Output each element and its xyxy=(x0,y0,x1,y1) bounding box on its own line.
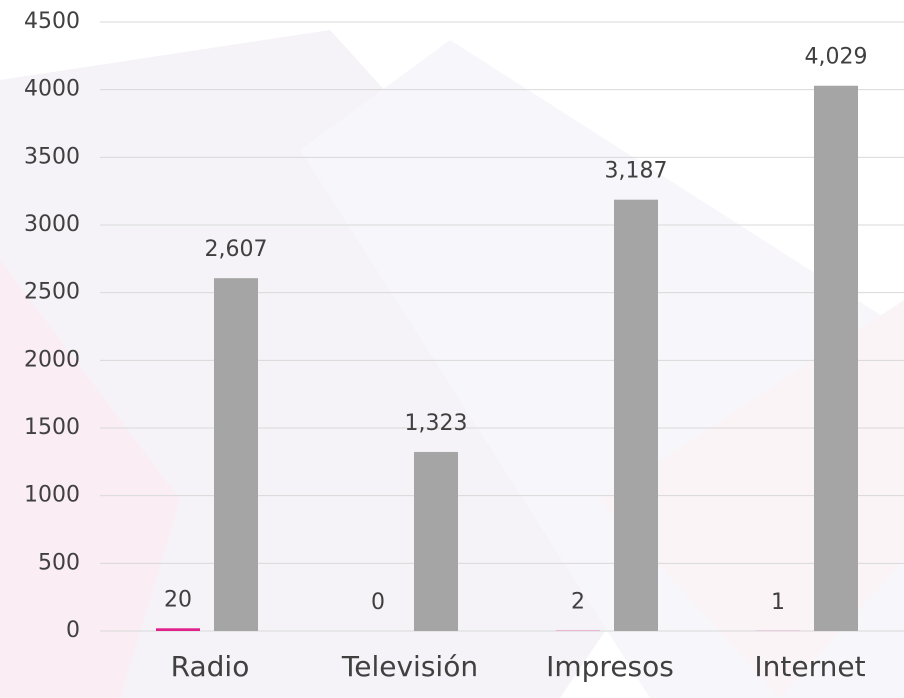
y-tick-label: 3500 xyxy=(24,144,80,169)
data-label: 1 xyxy=(771,590,785,615)
y-tick-label: 4000 xyxy=(24,77,80,102)
data-label: 20 xyxy=(164,587,192,612)
data-label: 0 xyxy=(371,590,385,615)
y-tick-label: 2500 xyxy=(24,280,80,305)
data-label: 1,323 xyxy=(405,411,468,436)
y-tick-label: 0 xyxy=(66,618,80,643)
y-tick-label: 500 xyxy=(38,550,80,575)
bar xyxy=(614,199,658,631)
data-label: 2,607 xyxy=(205,237,268,262)
x-tick-label: Televisión xyxy=(341,650,478,683)
y-tick-label: 3000 xyxy=(24,212,80,237)
x-tick-label: Internet xyxy=(754,650,865,683)
data-label: 3,187 xyxy=(605,159,668,184)
bar xyxy=(814,85,858,631)
x-tick-label: Impresos xyxy=(546,650,674,683)
data-label: 2 xyxy=(571,590,585,615)
data-label: 4,029 xyxy=(805,45,868,70)
y-tick-label: 2000 xyxy=(24,347,80,372)
y-tick-label: 1500 xyxy=(24,415,80,440)
bar xyxy=(414,451,458,631)
y-tick-label: 1000 xyxy=(24,483,80,508)
y-tick-label: 4500 xyxy=(24,9,80,34)
x-tick-label: Radio xyxy=(171,650,250,683)
bar xyxy=(214,278,258,631)
bar xyxy=(156,628,200,631)
